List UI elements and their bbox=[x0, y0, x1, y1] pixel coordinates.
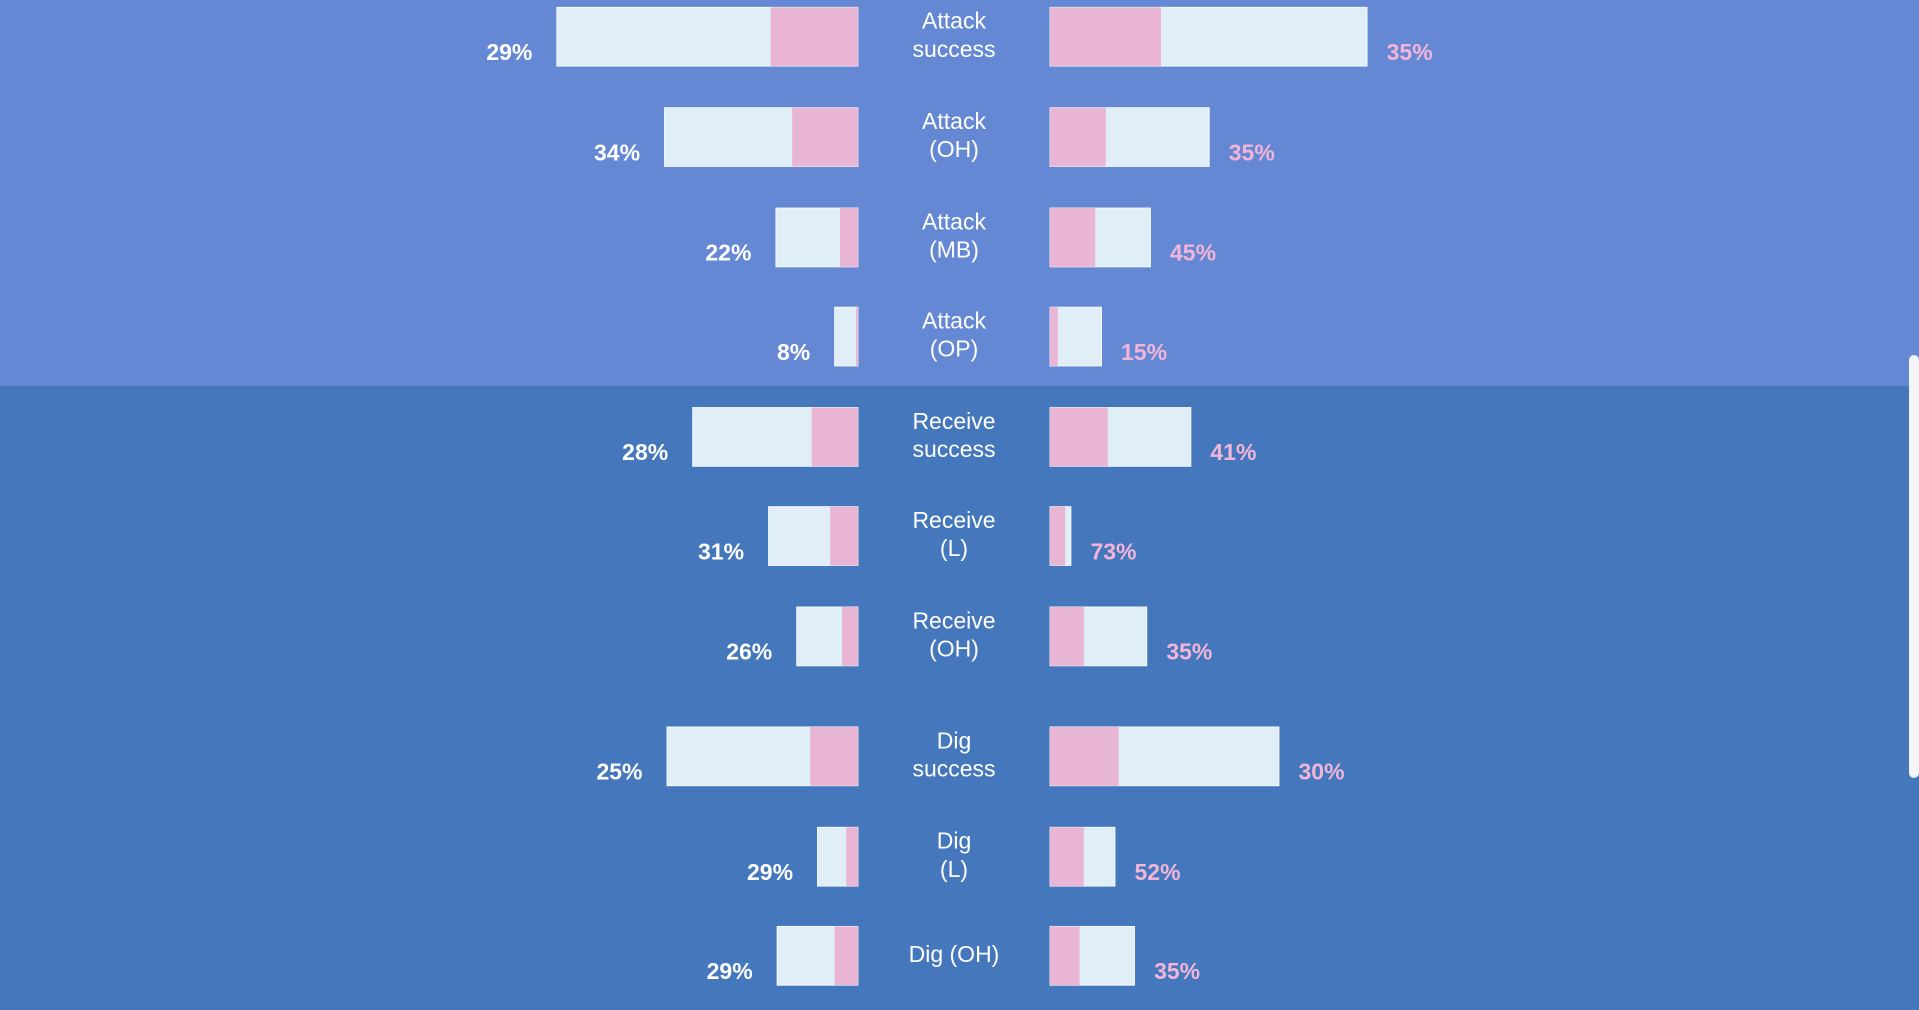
right-bar-highlight bbox=[1050, 506, 1066, 566]
left-bar bbox=[834, 306, 859, 367]
left-bar-highlight bbox=[842, 607, 858, 666]
category-label: Receive bbox=[912, 408, 995, 434]
category-label: (OH) bbox=[929, 636, 979, 662]
category-label: Receive bbox=[912, 607, 995, 633]
right-bar-highlight bbox=[1050, 827, 1084, 887]
right-bar-highlight bbox=[1050, 607, 1084, 666]
category-label: Attack bbox=[922, 108, 986, 134]
left-bar-highlight bbox=[810, 726, 858, 786]
category-label: success bbox=[912, 436, 995, 462]
right-percent: 35% bbox=[1229, 139, 1275, 165]
left-bar-highlight bbox=[770, 7, 858, 67]
right-bar-highlight bbox=[1050, 208, 1096, 267]
category-label: Attack bbox=[922, 308, 986, 334]
left-bar-highlight bbox=[792, 107, 858, 167]
left-percent: 34% bbox=[594, 139, 640, 165]
category-label: (OP) bbox=[930, 336, 979, 362]
right-bar-highlight bbox=[1050, 407, 1108, 467]
left-percent: 8% bbox=[777, 339, 810, 365]
left-bar-highlight bbox=[830, 506, 858, 566]
right-bar-highlight bbox=[1050, 307, 1058, 366]
right-bar-highlight bbox=[1050, 726, 1119, 786]
category-label: success bbox=[912, 755, 995, 781]
category-label: Receive bbox=[912, 507, 995, 533]
scrollbar[interactable] bbox=[1909, 355, 1919, 778]
left-bar-highlight bbox=[856, 307, 858, 366]
right-percent: 30% bbox=[1299, 759, 1345, 785]
left-percent: 28% bbox=[622, 439, 668, 465]
left-bar-highlight bbox=[839, 208, 858, 267]
bottom-band bbox=[0, 386, 1919, 1010]
right-percent: 35% bbox=[1166, 639, 1212, 665]
right-percent: 73% bbox=[1090, 538, 1136, 564]
category-label: Attack bbox=[922, 208, 986, 234]
left-percent: 29% bbox=[707, 958, 753, 984]
left-bar-highlight bbox=[834, 926, 858, 986]
category-label: (L) bbox=[940, 535, 968, 561]
left-bar-highlight bbox=[811, 407, 858, 467]
category-label: (L) bbox=[940, 856, 968, 882]
left-percent: 22% bbox=[705, 240, 751, 266]
category-label: success bbox=[912, 36, 995, 62]
left-percent: 29% bbox=[486, 39, 532, 65]
right-percent: 15% bbox=[1121, 339, 1167, 365]
category-label: Dig (OH) bbox=[909, 941, 1000, 967]
right-bar-highlight bbox=[1050, 7, 1162, 67]
category-label: (MB) bbox=[929, 237, 979, 263]
left-bar-highlight bbox=[846, 827, 858, 887]
right-bar-highlight bbox=[1050, 926, 1080, 986]
right-percent: 45% bbox=[1170, 240, 1216, 266]
top-band bbox=[0, 0, 1919, 386]
right-percent: 52% bbox=[1135, 859, 1181, 885]
left-percent: 25% bbox=[596, 759, 642, 785]
right-bar-highlight bbox=[1050, 107, 1106, 167]
category-label: Dig bbox=[937, 828, 972, 854]
left-percent: 31% bbox=[698, 538, 744, 564]
right-percent: 35% bbox=[1154, 958, 1200, 984]
right-bar bbox=[1049, 306, 1102, 367]
right-percent: 41% bbox=[1210, 439, 1256, 465]
left-percent: 26% bbox=[726, 639, 772, 665]
category-label: Attack bbox=[922, 8, 986, 34]
category-label: (OH) bbox=[929, 136, 979, 162]
left-percent: 29% bbox=[747, 859, 793, 885]
right-percent: 35% bbox=[1387, 39, 1433, 65]
category-label: Dig bbox=[937, 727, 972, 753]
